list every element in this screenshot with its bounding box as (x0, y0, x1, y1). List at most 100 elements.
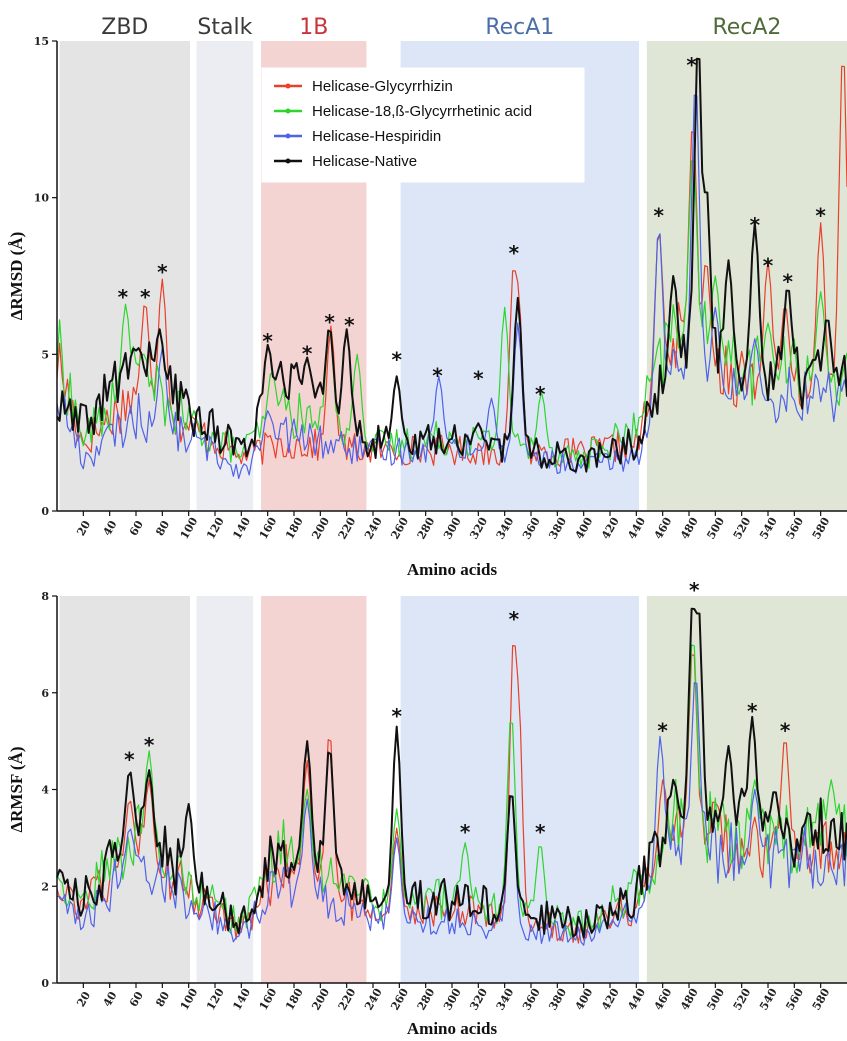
x-tick-label-26: 540 (757, 515, 780, 542)
y-tick-label-2: 10 (34, 192, 50, 205)
x-tick-label-14: 300 (441, 986, 464, 1013)
significance-star-6: * (344, 313, 355, 337)
x-tick-label-2: 60 (127, 989, 146, 1009)
x-axis-title: Amino acids (407, 1019, 498, 1038)
significance-star-10: * (509, 241, 520, 265)
y-tick-label-1: 2 (41, 880, 49, 893)
x-tick-label-16: 340 (494, 986, 517, 1013)
x-tick-label-13: 280 (415, 986, 438, 1013)
x-tick-label-13: 280 (415, 515, 438, 542)
x-tick-label-26: 540 (757, 986, 780, 1013)
x-tick-label-24: 500 (704, 986, 727, 1013)
x-tick-label-6: 140 (230, 986, 253, 1013)
x-tick-label-15: 320 (467, 515, 490, 542)
y-tick-label-2: 4 (41, 784, 49, 797)
x-tick-label-9: 200 (309, 986, 332, 1013)
significance-star-4: * (509, 607, 520, 631)
region-band-1b (261, 596, 367, 983)
x-tick-label-18: 380 (546, 515, 569, 542)
y-tick-label-1: 5 (41, 348, 49, 361)
region-band-zbd (59, 596, 190, 983)
region-band-reca2 (646, 41, 847, 511)
region-band-reca1 (400, 596, 639, 983)
legend-marker-1 (285, 108, 291, 114)
x-tick-label-8: 180 (283, 986, 306, 1013)
significance-star-4: * (302, 341, 313, 365)
region-label-reca1: RecA1 (485, 15, 554, 40)
significance-star-12: * (653, 203, 664, 227)
series-line-2 (56, 94, 847, 480)
x-tick-label-25: 520 (731, 986, 754, 1013)
region-label-reca2: RecA2 (712, 15, 781, 40)
x-tick-label-9: 200 (309, 515, 332, 542)
x-tick-label-20: 420 (599, 515, 622, 542)
y-tick-label-4: 8 (41, 590, 49, 603)
significance-star-17: * (815, 203, 826, 227)
x-tick-label-7: 160 (257, 515, 280, 542)
rmsf-panel: * * * * * * * * * * 0 2 4 6 8 20 40 60 80 100 120 140 160 180 20… (7, 578, 847, 1038)
significance-star-2: * (391, 704, 402, 728)
x-tick-label-22: 460 (652, 515, 675, 542)
legend-marker-2 (285, 133, 291, 139)
legend: Helicase-Glycyrrhizin Helicase-18,ß-Glycy… (261, 67, 585, 183)
x-tick-label-25: 520 (731, 515, 754, 542)
x-tick-label-10: 220 (336, 986, 359, 1013)
legend-label-3: Helicase-Native (312, 153, 417, 170)
x-tick-label-21: 440 (625, 515, 648, 542)
significance-star-16: * (783, 269, 794, 293)
series-line-2 (56, 682, 847, 946)
legend-label-1: Helicase-18,ß-Glycyrrhetinic acid (312, 103, 532, 120)
x-tick-label-4: 100 (178, 986, 201, 1013)
significance-star-0: * (118, 285, 129, 309)
x-tick-label-23: 480 (678, 986, 701, 1013)
legend-marker-3 (285, 158, 291, 164)
significance-star-9: * (473, 366, 484, 390)
significance-star-5: * (535, 820, 546, 844)
x-tick-label-3: 80 (153, 989, 172, 1009)
significance-star-9: * (780, 718, 791, 742)
x-tick-label-27: 560 (783, 515, 806, 542)
region-label-zbd: ZBD (101, 15, 148, 40)
x-tick-label-12: 260 (388, 515, 411, 542)
region-label-stalk: Stalk (197, 15, 252, 40)
x-tick-label-23: 480 (678, 515, 701, 542)
x-tick-label-4: 100 (178, 515, 201, 542)
x-tick-label-8: 180 (283, 515, 306, 542)
x-tick-label-3: 80 (153, 518, 172, 538)
significance-star-14: * (750, 213, 761, 237)
legend-box (261, 67, 585, 183)
y-tick-label-3: 6 (41, 687, 49, 700)
x-tick-label-5: 120 (204, 515, 227, 542)
x-tick-label-18: 380 (546, 986, 569, 1013)
x-tick-label-17: 360 (520, 986, 543, 1013)
y-tick-label-0: 0 (41, 977, 49, 990)
x-tick-label-27: 560 (783, 986, 806, 1013)
x-tick-label-19: 400 (573, 515, 596, 542)
x-tick-label-21: 440 (625, 986, 648, 1013)
x-tick-label-16: 340 (494, 515, 517, 542)
x-tick-label-6: 140 (230, 515, 253, 542)
x-tick-label-20: 420 (599, 986, 622, 1013)
x-tick-label-11: 240 (362, 986, 385, 1013)
significance-star-1: * (140, 285, 151, 309)
significance-star-11: * (535, 382, 546, 406)
significance-star-7: * (391, 348, 402, 372)
x-tick-label-14: 300 (441, 515, 464, 542)
x-tick-label-0: 20 (74, 518, 93, 538)
legend-marker-0 (285, 83, 291, 89)
significance-star-3: * (460, 820, 471, 844)
significance-star-15: * (763, 254, 774, 278)
x-tick-label-15: 320 (467, 986, 490, 1013)
x-tick-label-2: 60 (127, 518, 146, 538)
significance-star-7: * (689, 578, 700, 602)
significance-star-3: * (262, 329, 273, 353)
series-line-3 (56, 607, 847, 939)
x-tick-label-5: 120 (204, 986, 227, 1013)
y-axis-title: ΔRMSD (Å) (7, 232, 26, 321)
x-tick-label-10: 220 (336, 515, 359, 542)
significance-star-2: * (157, 260, 168, 284)
legend-label-0: Helicase-Glycyrrhizin (312, 78, 453, 95)
y-tick-label-0: 0 (41, 505, 49, 518)
significance-star-8: * (432, 363, 443, 387)
